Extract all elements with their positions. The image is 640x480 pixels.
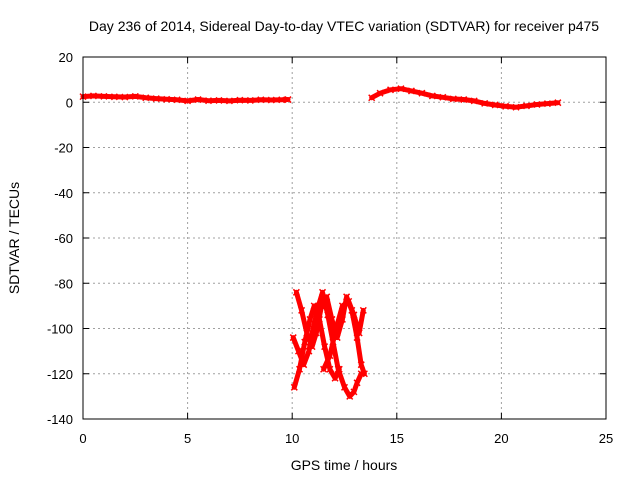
y-tick-label: 0 [66,95,73,110]
data-point [298,306,306,314]
data-point [343,293,351,301]
data-point [321,343,329,351]
data-point [284,96,292,104]
data-point [173,96,181,104]
data-point [350,388,358,396]
data-point [353,379,361,387]
data-point [317,302,326,310]
data-point [533,100,541,109]
data-point [289,334,297,342]
data-point [152,95,160,103]
data-point [428,92,436,100]
data-point [481,99,489,107]
data-point [294,347,303,355]
data-point [303,329,311,337]
data-point [418,89,426,97]
data-point [407,87,415,95]
data-point [292,288,300,296]
data-point [355,329,363,337]
x-tick-label: 0 [79,431,86,446]
data-point [194,96,202,104]
x-tick-labels: 0 5 10 15 20 25 [79,431,613,446]
data-point [470,97,478,105]
axis-ticks [82,56,607,420]
data-point [215,96,223,104]
data-point [376,89,384,97]
data-point [89,92,97,100]
data-point [357,361,365,369]
data-point [184,97,192,105]
data-point [350,311,358,319]
x-tick-label: 10 [285,431,299,446]
y-tick-label: -60 [54,231,73,246]
data-point [328,315,336,323]
chart-title: Day 236 of 2014, Sidereal Day-to-day VTE… [89,18,599,34]
data-point [110,93,118,101]
y-tick-labels: 20 0 -20 -40 -60 -80 -100 -120 -140 [47,50,73,427]
y-tick-label: -100 [47,322,73,337]
data-point [397,85,405,93]
data-point [320,365,328,373]
data-point [278,96,286,104]
data-point [326,365,334,373]
data-point [204,97,213,105]
data-point [543,100,551,108]
y-tick-label: -120 [47,367,73,382]
data-point [331,374,339,382]
data-point [225,97,233,105]
y-tick-label: -140 [47,412,73,427]
x-tick-label: 15 [390,431,404,446]
data-point [308,343,316,351]
data-point [491,101,499,109]
data-point [121,93,129,101]
data-point [267,96,275,104]
data-point [306,315,314,323]
y-tick-label: -40 [54,186,73,201]
grid-lines [83,57,606,419]
data-point [300,361,308,369]
y-tick-label: -80 [54,276,73,291]
data-point [301,338,309,346]
data-point [326,352,334,360]
data-point [163,95,171,103]
data-point [359,306,367,314]
data-point [386,86,395,94]
data-point [290,383,298,391]
data-point [142,94,150,102]
data-point [338,302,346,310]
x-tick-label: 25 [599,431,613,446]
data-point [312,329,320,337]
data-point [246,96,254,104]
data-point [449,95,457,103]
data-point [368,94,376,102]
data-point [131,92,139,100]
data-layer [79,85,562,400]
x-axis-label: GPS time / hours [291,457,398,473]
data-point [345,297,353,305]
data-point [360,370,368,378]
y-tick-label: -20 [54,141,73,156]
x-tick-label: 20 [494,431,508,446]
x-tick-label: 5 [184,431,191,446]
data-point [323,293,331,301]
data-point [460,96,468,104]
data-point [305,347,313,355]
data-point [257,96,265,104]
data-point [100,92,108,100]
data-point [332,324,340,333]
data-point [554,99,562,107]
data-point [340,383,349,391]
data-point [439,93,447,101]
data-point [502,102,510,110]
data-point [236,96,244,104]
y-axis-label: SDTVAR / TECUs [6,182,22,294]
data-point [353,334,361,342]
data-point [334,365,342,373]
data-point [512,103,520,111]
y-tick-label: 20 [59,50,73,65]
data-point [522,102,531,110]
